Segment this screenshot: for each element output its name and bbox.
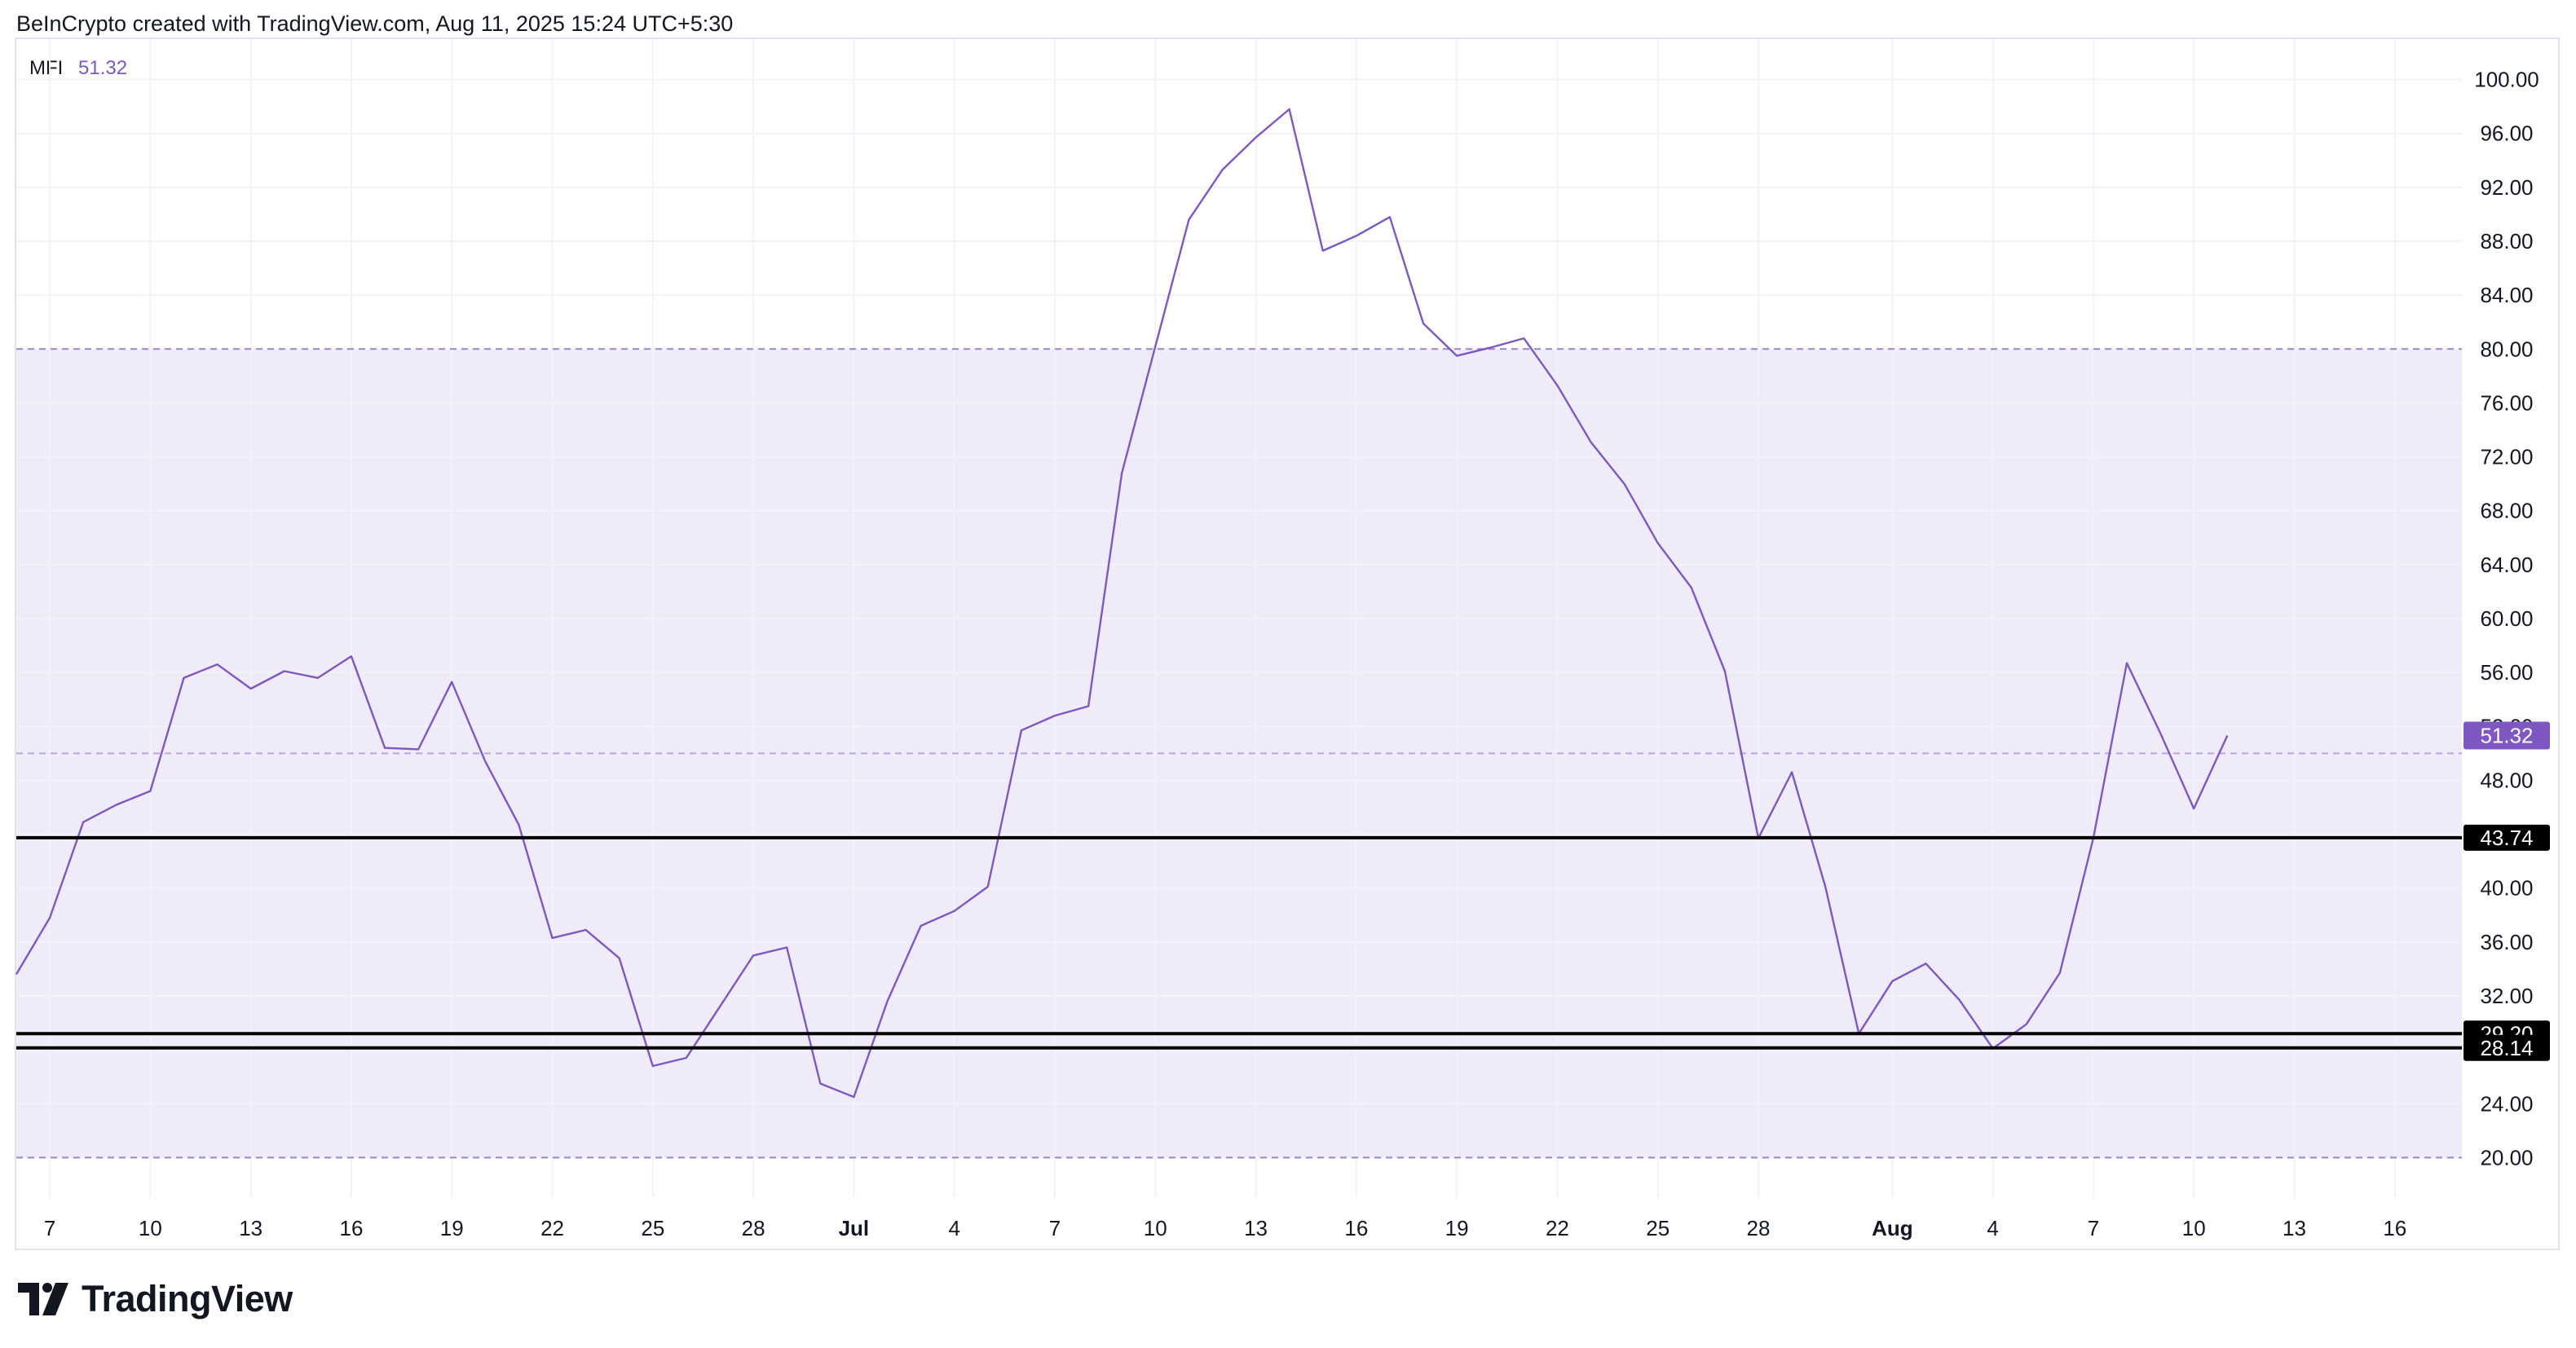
x-tick-label: 10	[1144, 1216, 1167, 1240]
x-tick-label: 28	[742, 1216, 765, 1240]
x-tick-label: Jul	[839, 1216, 870, 1240]
tradingview-logo-icon	[18, 1283, 68, 1315]
y-tick-label: 88.00	[2480, 229, 2533, 253]
x-tick-label: 7	[44, 1216, 55, 1240]
x-tick-label: 16	[2383, 1216, 2406, 1240]
y-tick-label: 68.00	[2480, 499, 2533, 523]
indicator-legend[interactable]: MFI 51.32	[29, 57, 127, 80]
x-tick-label: 13	[1244, 1216, 1268, 1240]
x-tick-label: 10	[139, 1216, 162, 1240]
tradingview-logo-text: TradingView	[82, 1278, 293, 1319]
tradingview-logo[interactable]: TradingView	[18, 1278, 293, 1320]
y-tick-label: 60.00	[2480, 606, 2533, 631]
y-tick-label: 64.00	[2480, 553, 2533, 577]
x-tick-label: 13	[239, 1216, 262, 1240]
x-tick-label: 7	[2088, 1216, 2099, 1240]
x-tick-label: 10	[2182, 1216, 2206, 1240]
y-tick-label: 96.00	[2480, 121, 2533, 146]
x-tick-label: 22	[1546, 1216, 1569, 1240]
level-price-tag	[2464, 1034, 2550, 1061]
last-value-tag	[2464, 721, 2550, 750]
y-tick-label: 24.00	[2480, 1091, 2533, 1116]
x-tick-label: 22	[540, 1216, 564, 1240]
last-value-label: 51.32	[2480, 724, 2533, 748]
x-tick-label: 28	[1747, 1216, 1771, 1240]
x-tick-label: 13	[2283, 1216, 2306, 1240]
x-tick-label: 16	[1344, 1216, 1368, 1240]
x-tick-label: 4	[948, 1216, 959, 1240]
level-price-label: 43.74	[2480, 826, 2533, 850]
y-tick-label: 92.00	[2480, 175, 2533, 200]
chart-frame	[15, 37, 2560, 1250]
y-tick-label: 32.00	[2480, 984, 2533, 1008]
x-tick-label: 16	[339, 1216, 363, 1240]
y-tick-label: 84.00	[2480, 283, 2533, 307]
level-price-label: 28.14	[2480, 1036, 2533, 1060]
x-tick-label: Aug	[1872, 1216, 1913, 1240]
x-tick-label: 4	[1987, 1216, 1998, 1240]
indicator-value: 51.32	[78, 57, 128, 79]
indicator-name: MFI	[29, 57, 64, 79]
x-tick-label: 7	[1049, 1216, 1061, 1240]
y-tick-label: 36.00	[2480, 930, 2533, 954]
y-tick-label: 56.00	[2480, 660, 2533, 685]
y-tick-label: 80.00	[2480, 337, 2533, 361]
y-tick-label: 72.00	[2480, 445, 2533, 469]
x-tick-label: 19	[440, 1216, 464, 1240]
y-tick-label: 100.00	[2474, 68, 2539, 92]
chart-attribution: BeInCrypto created with TradingView.com,…	[16, 11, 734, 36]
x-tick-label: 25	[1646, 1216, 1670, 1240]
level-price-tag	[2464, 824, 2550, 851]
x-tick-label: 19	[1445, 1216, 1469, 1240]
x-tick-label: 25	[641, 1216, 664, 1240]
y-tick-label: 76.00	[2480, 390, 2533, 415]
y-tick-label: 20.00	[2480, 1145, 2533, 1170]
y-tick-label: 40.00	[2480, 876, 2533, 901]
y-tick-label: 48.00	[2480, 768, 2533, 792]
